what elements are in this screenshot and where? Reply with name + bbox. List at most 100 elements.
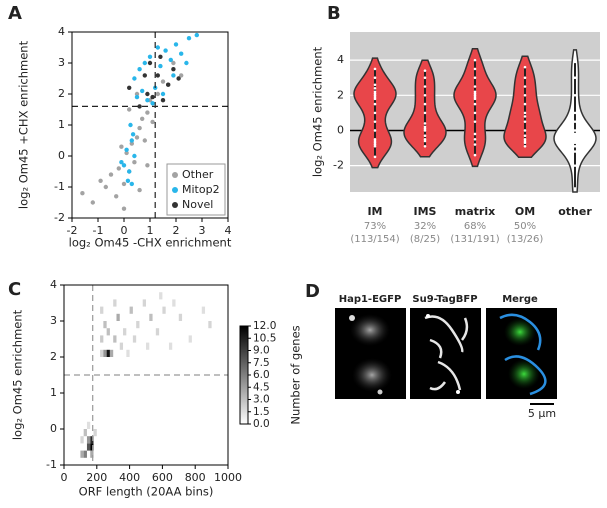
y-tick-label: 1 — [58, 118, 65, 131]
violin-point — [473, 120, 477, 123]
point — [124, 150, 129, 156]
point — [125, 178, 131, 183]
y-tick-label: -1 — [54, 180, 65, 193]
y-tick-label: 4 — [337, 53, 344, 66]
colorbar-tick-label: 1.5 — [253, 406, 270, 418]
category-percent: 73% — [364, 221, 386, 232]
violin-point — [373, 86, 377, 90]
heatmap-cell — [172, 299, 176, 307]
y-axis-label: log₂ Om45 +CHX enrichment — [17, 40, 31, 209]
point — [108, 172, 114, 177]
point — [171, 60, 176, 66]
legend-marker — [172, 202, 178, 208]
heatmap-cell — [201, 306, 206, 314]
x-tick-label: 0 — [121, 224, 128, 237]
violin-point — [423, 69, 427, 72]
x-tick-label: 600 — [152, 471, 173, 484]
heatmap-cell — [86, 436, 91, 444]
colorbar-tick-label: 12.0 — [253, 320, 276, 332]
heatmap-cell — [106, 349, 110, 357]
violin-point — [423, 127, 427, 131]
y-tick-label: -2 — [54, 211, 65, 224]
point — [147, 54, 153, 59]
y-tick-label: 0 — [337, 123, 344, 136]
y-axis-label: log₂ Om45 enrichment — [11, 309, 25, 440]
violin-point — [423, 76, 427, 80]
violin-point — [473, 137, 477, 141]
point — [171, 73, 176, 78]
point — [98, 178, 103, 183]
point — [129, 138, 134, 143]
point — [134, 94, 140, 100]
violin-point — [573, 144, 577, 148]
point — [132, 153, 137, 159]
point — [90, 200, 96, 205]
category-count: (113/154) — [350, 234, 399, 245]
panel-label: B — [327, 3, 341, 24]
point — [145, 163, 150, 168]
violin-point — [423, 137, 427, 141]
x-tick-label: OM — [515, 205, 535, 218]
y-tick-label: 2 — [337, 88, 344, 101]
heatmap-cell — [103, 321, 107, 329]
legend-marker — [172, 187, 178, 193]
violin-point — [573, 187, 577, 190]
violin-point — [473, 95, 477, 99]
y-tick-label: -1 — [46, 458, 57, 471]
point — [127, 85, 132, 91]
point — [166, 82, 171, 87]
colorbar — [239, 325, 249, 425]
violin-point — [473, 153, 477, 157]
point — [132, 160, 137, 165]
image-label: Hap1-EGFP — [339, 294, 402, 305]
point — [129, 141, 134, 146]
point — [176, 76, 181, 81]
y-tick-label: 3 — [50, 314, 57, 327]
point — [137, 104, 142, 109]
point — [140, 116, 145, 122]
violin-point — [423, 102, 427, 106]
heatmap-cell — [126, 349, 130, 357]
heatmap-cell — [83, 450, 87, 458]
point — [150, 119, 155, 125]
heatmap-cell — [100, 306, 104, 314]
point — [171, 67, 176, 72]
point — [142, 73, 147, 78]
colorbar-tick-label: 7.5 — [253, 357, 270, 369]
panel-d: D Hap1-EGFP Su9-TagBFP Merge 5 µm — [305, 281, 557, 420]
violin-point — [373, 95, 377, 99]
point — [134, 91, 140, 97]
point — [124, 147, 129, 152]
heatmap-cell — [80, 436, 84, 444]
point — [145, 91, 150, 97]
violin-point — [373, 102, 377, 106]
x-tick-label: 0 — [61, 471, 68, 484]
violin-point — [573, 93, 577, 97]
x-tick-label: 800 — [185, 471, 206, 484]
violin-point — [473, 143, 477, 146]
violin-point — [573, 120, 577, 123]
violin-point — [573, 129, 577, 132]
x-tick-label: IM — [367, 205, 382, 218]
heatmap-cell — [208, 321, 212, 329]
point — [168, 57, 173, 63]
panel-label: A — [8, 3, 22, 24]
point — [186, 36, 192, 41]
point — [119, 144, 124, 149]
colorbar-label: Number of genes — [289, 325, 303, 424]
point — [160, 91, 166, 97]
heatmap-cell — [109, 349, 114, 357]
point — [132, 76, 137, 81]
colorbar-tick-label: 6.0 — [253, 369, 270, 381]
plot-frame — [71, 31, 229, 219]
point — [179, 73, 184, 78]
colorbar-tick-label: 10.5 — [253, 332, 276, 344]
x-tick-label: IMS — [414, 205, 437, 218]
violin-point — [423, 111, 427, 115]
heatmap-cell — [113, 335, 117, 343]
panel-label: C — [8, 279, 21, 300]
x-tick-label: 200 — [86, 471, 107, 484]
heatmap-cell — [106, 328, 110, 336]
violin-point — [573, 164, 577, 167]
